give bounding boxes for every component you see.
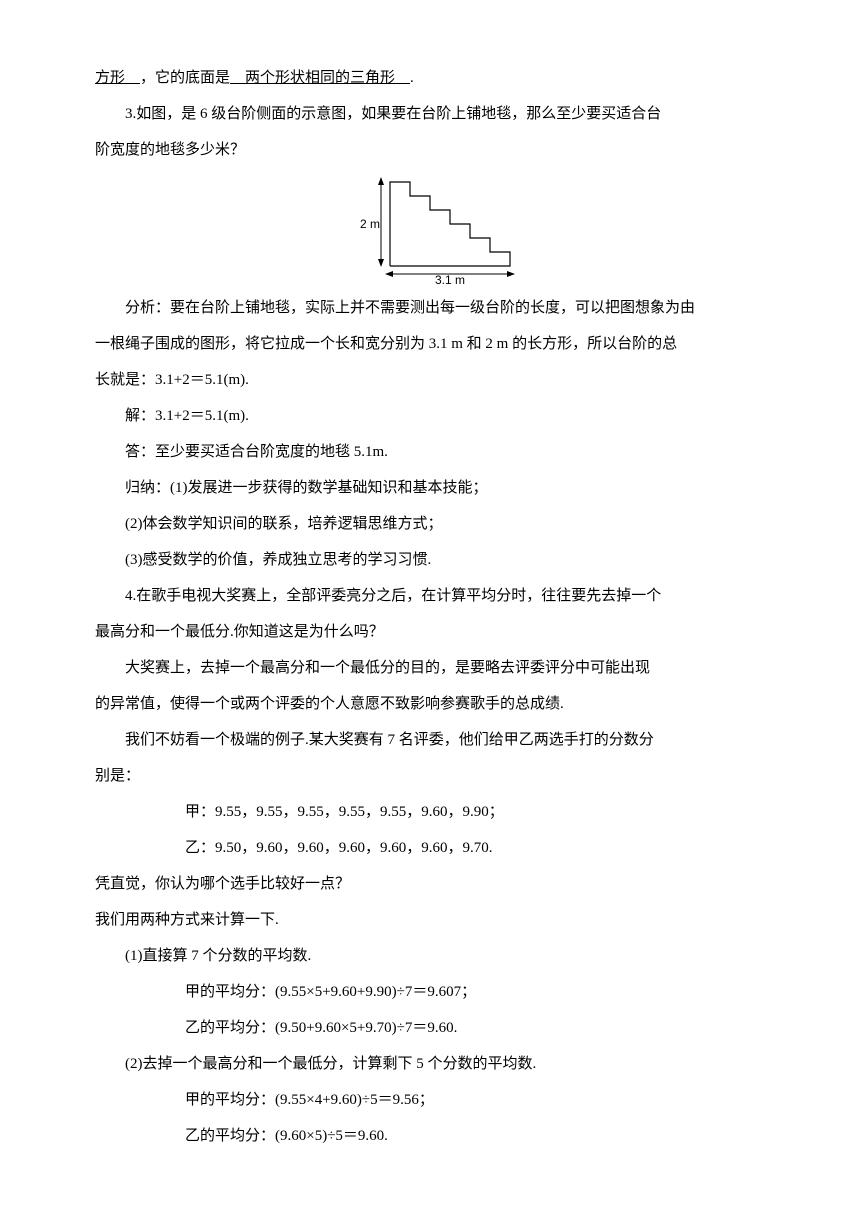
q4-l5: 我们不妨看一个极端的例子.某大奖赛有 7 名评委，他们给甲乙两选手打的分数分 [95,722,765,758]
q3-l1: 3.如图，是 6 级台阶侧面的示意图，如果要在台阶上铺地毯，那么至少要买适合台 [95,96,765,132]
scores-jia: 甲：9.55，9.55，9.55，9.55，9.55，9.60，9.90； [95,794,765,830]
q4-l2: 最高分和一个最低分.你知道这是为什么吗？ [95,614,765,650]
calc1-jia: 甲的平均分：(9.55×5+9.60+9.90)÷7＝9.607； [95,974,765,1010]
width-label: 3.1 m [435,273,465,284]
calc1-yi: 乙的平均分：(9.50+9.60×5+9.70)÷7＝9.60. [95,1010,765,1046]
height-label: 2 m [360,217,380,231]
summary-3: (3)感受数学的价值，养成独立思考的学习习惯. [95,542,765,578]
solve: 解：3.1+2＝5.1(m). [95,398,765,434]
summary-2: (2)体会数学知识间的联系，培养逻辑思维方式； [95,506,765,542]
scores-yi: 乙：9.50，9.60，9.60，9.60，9.60，9.60，9.70. [95,830,765,866]
calc2-yi: 乙的平均分：(9.60×5)÷5＝9.60. [95,1118,765,1154]
analysis-2: 一根绳子围成的图形，将它拉成一个长和宽分别为 3.1 m 和 2 m 的长方形，… [95,326,765,362]
analysis-3: 长就是：3.1+2＝5.1(m). [95,362,765,398]
document-body: 方形 ，它的底面是 两个形状相同的三角形 . 3.如图，是 6 级台阶侧面的示意… [95,60,765,1154]
two-ways: 我们用两种方式来计算一下. [95,902,765,938]
analysis-1: 分析：要在台阶上铺地毯，实际上并不需要测出每一级台阶的长度，可以把图想象为由 [95,290,765,326]
q4-l3: 大奖赛上，去掉一个最高分和一个最低分的目的，是要略去评委评分中可能出现 [95,650,765,686]
text-1b: ，它的底面是 [140,70,230,86]
stair-diagram: 2 m 3.1 m [95,174,765,284]
q4-l4: 的异常值，使得一个或两个评委的个人意愿不致影响参赛歌手的总成绩. [95,686,765,722]
calc1-title: (1)直接算 7 个分数的平均数. [95,938,765,974]
answer: 答：至少要买适合台阶宽度的地毯 5.1m. [95,434,765,470]
calc2-title: (2)去掉一个最高分和一个最低分，计算剩下 5 个分数的平均数. [95,1046,765,1082]
text-1d: . [410,70,414,86]
summary-t: 归纳：(1)发展进一步获得的数学基础知识和基本技能； [95,470,765,506]
calc2-jia: 甲的平均分：(9.55×4+9.60)÷5＝9.56； [95,1082,765,1118]
blank-2: 两个形状相同的三角形 [230,70,410,86]
q3-l2: 阶宽度的地毯多少米？ [95,132,765,168]
line-1: 方形 ，它的底面是 两个形状相同的三角形 . [95,60,765,96]
stair-svg: 2 m 3.1 m [335,174,525,284]
blank-1: 方形 [95,70,140,86]
q4-l6: 别是： [95,758,765,794]
q4-l1: 4.在歌手电视大奖赛上，全部评委亮分之后，在计算平均分时，往往要先去掉一个 [95,578,765,614]
intuition: 凭直觉，你认为哪个选手比较好一点？ [95,866,765,902]
